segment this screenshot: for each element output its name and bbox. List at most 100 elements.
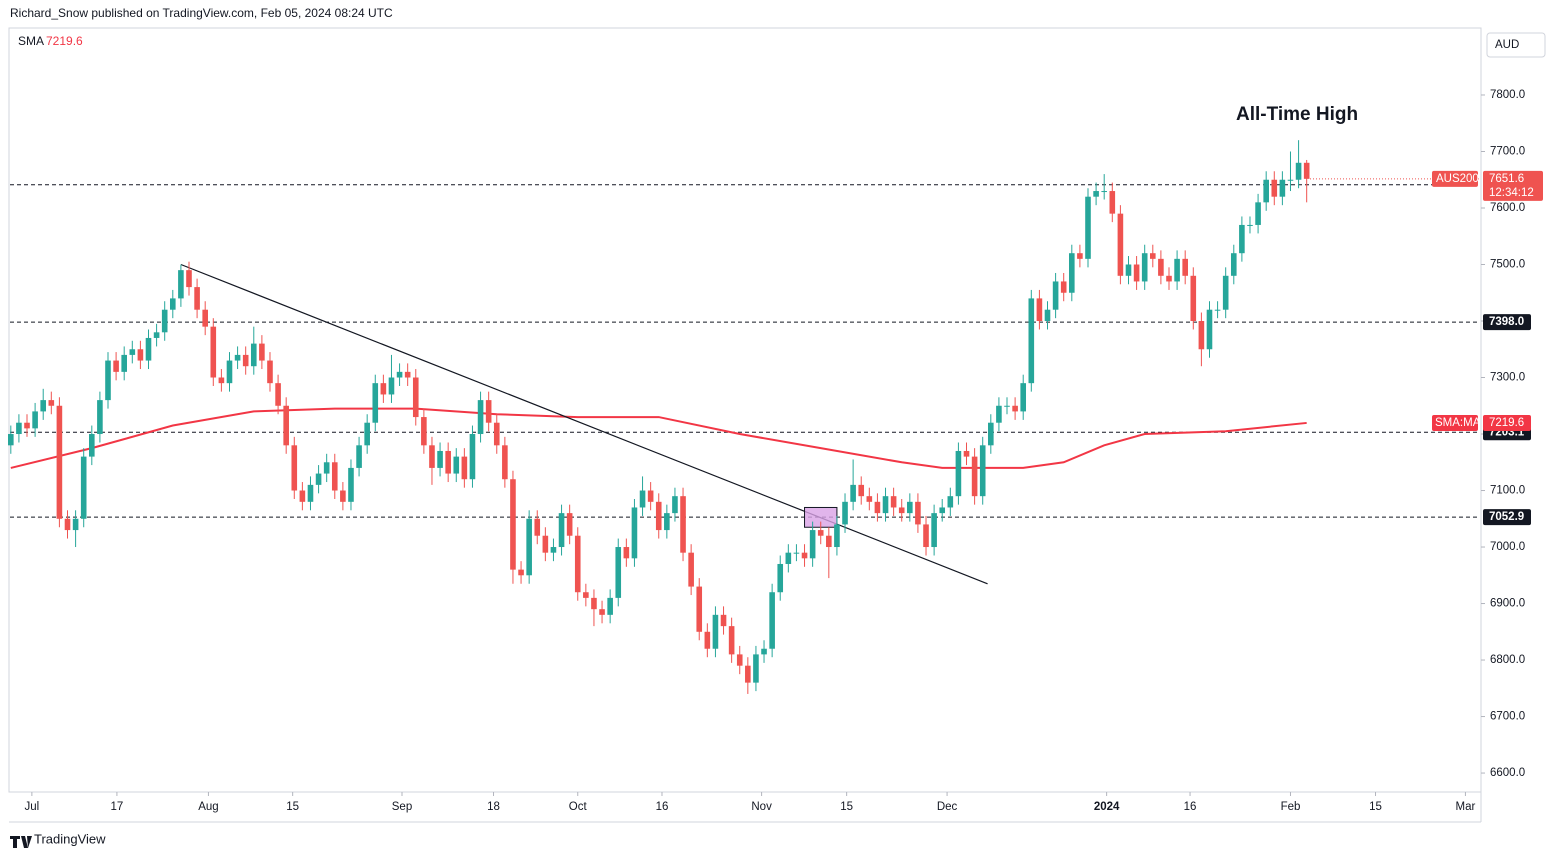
price-name-tag [1432,170,1478,187]
candle-body [963,450,970,457]
candle-body [89,434,95,457]
candle-body [834,524,840,548]
x-tick-label: 17 [111,801,124,813]
y-tick-label: 7500.0 [1490,259,1525,271]
level-label: 7398.0 [1489,316,1524,328]
legend-value: 7219.6 [46,34,83,48]
level-label: 7052.9 [1489,511,1524,523]
candle-body [404,371,411,378]
candle-body [194,287,200,310]
x-tick-label: 18 [487,801,500,813]
level-tag [1483,314,1531,331]
candle-body [218,377,225,384]
candle-body [1247,224,1253,226]
candle-body [72,518,79,531]
y-tick-label: 7700.0 [1490,146,1525,158]
candle-body [574,535,581,593]
candle-body [898,507,905,514]
candle-body [1101,191,1107,193]
candle-body [429,445,435,468]
candle-body [1230,253,1237,276]
candle-body [923,524,929,548]
level-tag [1483,509,1531,526]
legend-name: SMA [18,34,44,48]
candle-body [550,547,557,553]
candle-body [356,445,362,468]
candle-body [291,445,298,491]
candle-body [680,496,686,553]
candle-body [583,592,589,598]
candle-body [1133,264,1140,282]
logo [10,836,32,848]
candle-body [1303,162,1310,179]
candle-body [48,400,55,406]
candle-body [777,563,784,593]
publish-info: Richard_Snow published on TradingView.co… [10,6,393,20]
candle-body [1214,309,1221,311]
candle-body [785,552,792,564]
candle-body [874,501,881,514]
candle-body [672,496,678,514]
candle-body [753,654,759,683]
price-value: 7651.6 [1489,173,1524,185]
candle-body [502,445,508,480]
candle-body [461,456,468,480]
candle-body [542,535,549,553]
candle-body [1190,275,1197,322]
x-tick-label: Mar [1456,801,1476,813]
candle-body [615,547,622,598]
candle-body [1255,202,1261,225]
candle-body [850,484,856,502]
currency-box[interactable] [1486,32,1546,58]
candle-body [745,665,751,683]
candle-body [1109,191,1116,214]
candle-body [80,456,87,519]
candle-body [1060,281,1067,293]
candle-body [1158,258,1164,276]
x-tick-label: 15 [1369,801,1382,813]
candle-body [24,422,30,429]
candle-body [178,270,184,299]
currency[interactable]: AUD [1495,39,1519,51]
y-tick-label: 7000.0 [1490,541,1525,553]
candle-body [1012,405,1018,412]
candle-body [137,349,144,361]
candle-body [939,507,946,514]
x-tick-label: 15 [286,801,299,813]
candle-body [129,349,136,355]
candle-body [631,507,638,559]
candle-body [890,496,897,508]
candle-body [1036,298,1043,322]
candle-body [1020,383,1027,412]
y-tick-label: 6700.0 [1490,711,1525,723]
candle-body [793,552,800,554]
candle-body [234,354,241,361]
candle-body [1206,309,1213,350]
candle-body [1174,258,1180,282]
candle-body [1004,405,1010,407]
candle-body [518,569,524,576]
candle-body [364,422,370,446]
y-tick-label: 6600.0 [1490,767,1525,779]
candle-body [1069,253,1075,293]
candle-body [396,371,403,378]
candle-body [161,309,168,333]
candle-body [996,405,1002,423]
x-tick-label: 2024 [1094,801,1120,813]
x-tick-label: Nov [751,801,772,813]
candle-body [1093,191,1099,197]
x-tick-label: Sep [392,801,412,813]
candle-body [121,354,127,372]
candle-body [801,552,808,559]
candle-body [8,434,14,446]
candle-body [712,614,719,649]
candle-body [769,592,775,649]
candle-body [526,518,532,576]
annotation: All-Time High [1236,104,1358,125]
candle-body [979,445,986,497]
candle-body [971,456,978,497]
candle-body [275,383,281,406]
candle-body [1263,179,1269,203]
y-tick-label: 6800.0 [1490,654,1525,666]
